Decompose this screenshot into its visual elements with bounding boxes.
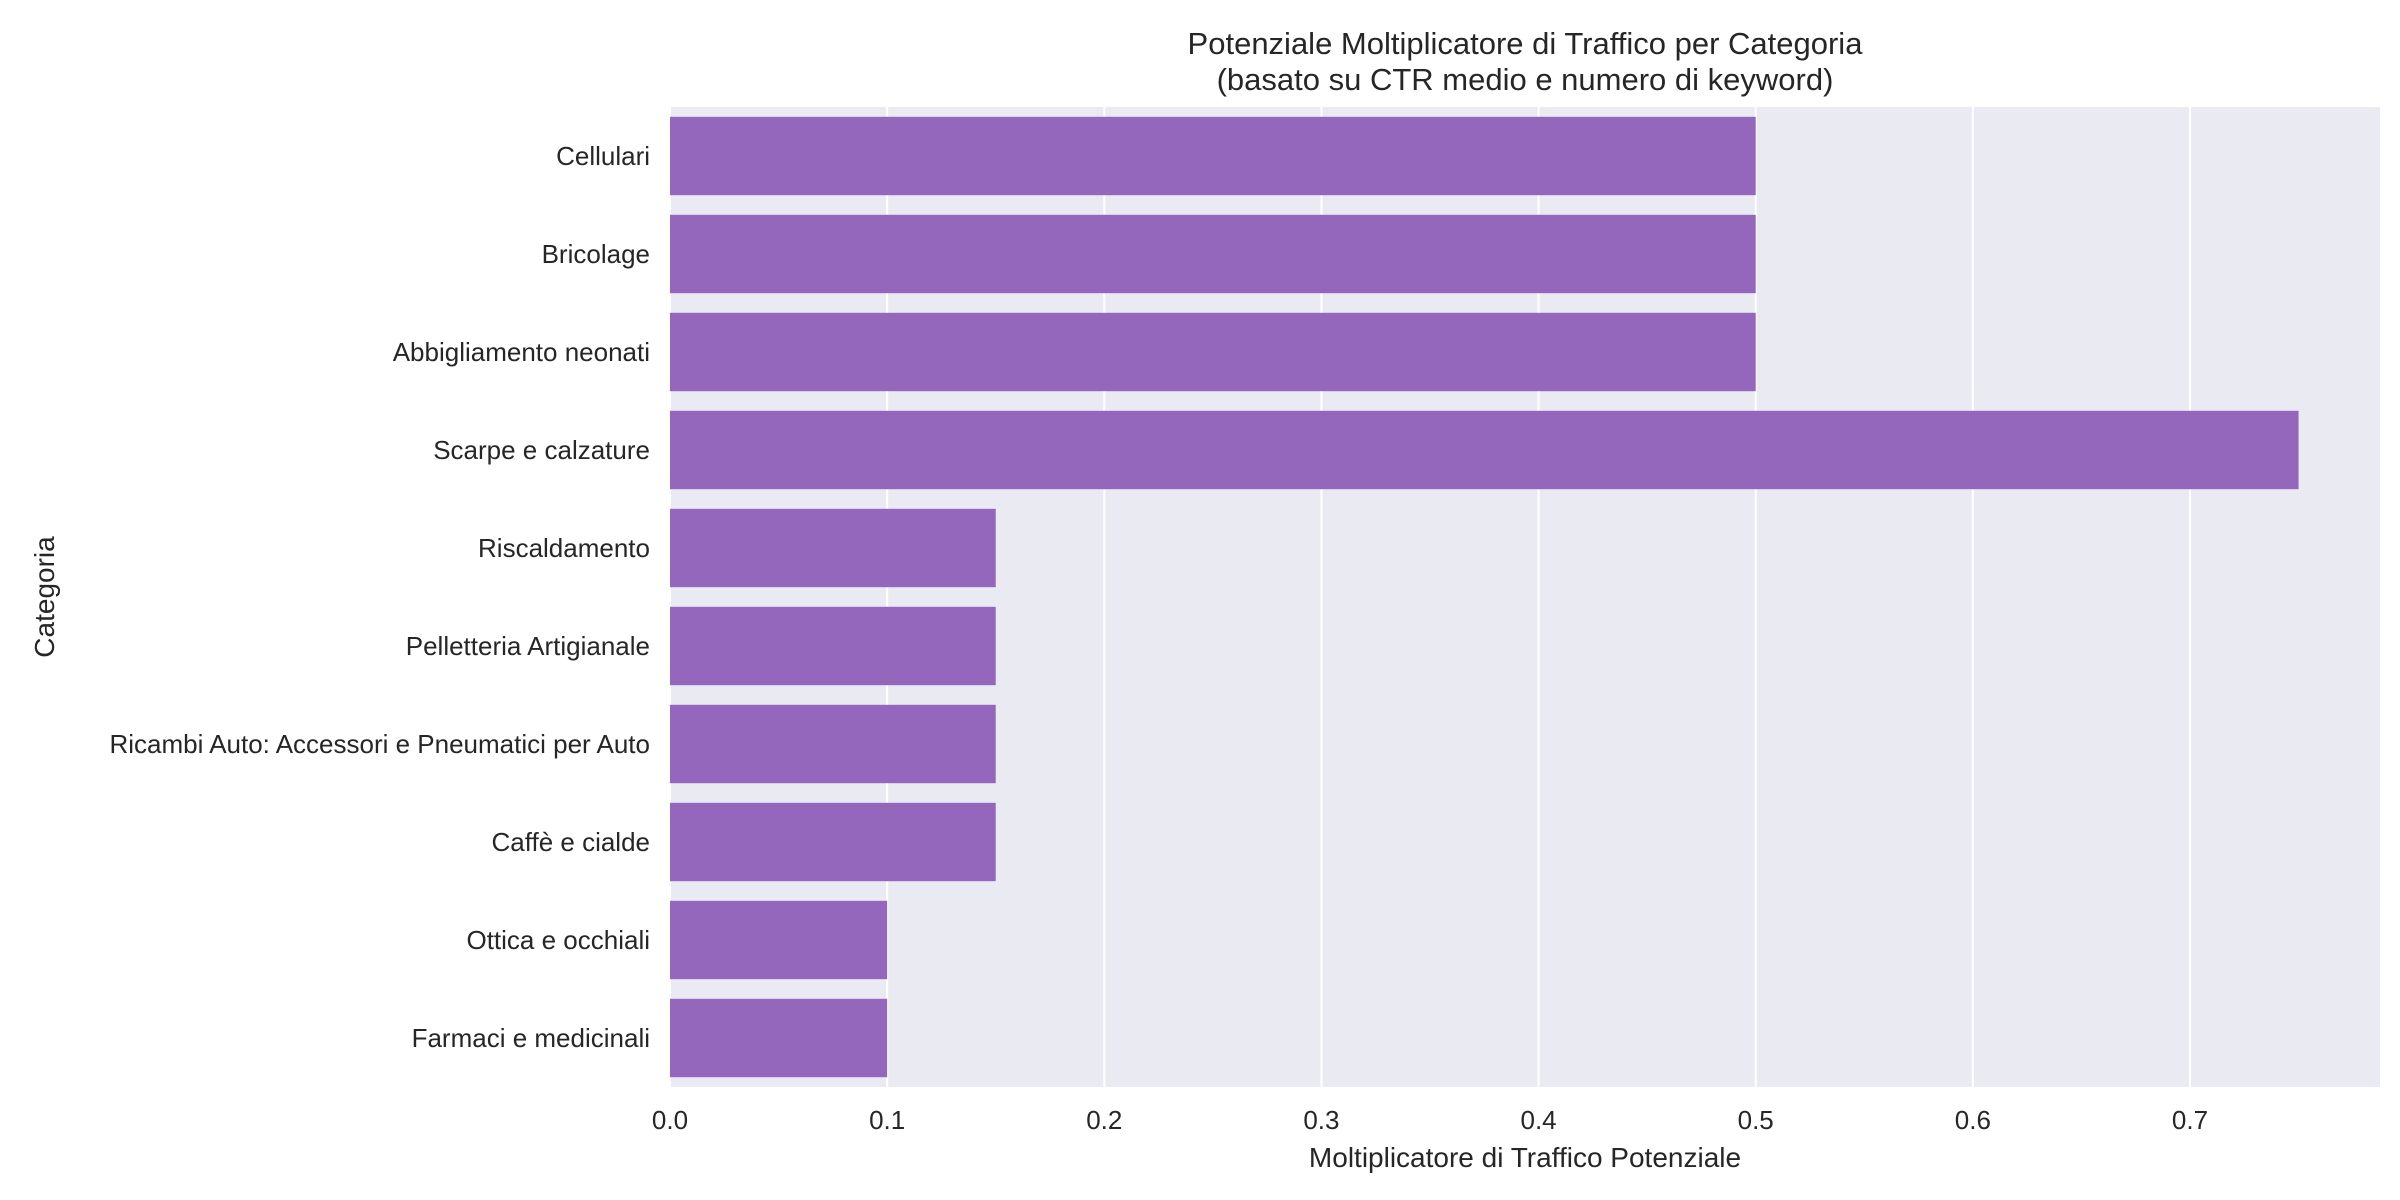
x-tick-label: 0.6	[1955, 1105, 1991, 1135]
bar	[670, 606, 996, 686]
y-tick-label: Caffè e cialde	[491, 827, 650, 857]
bar	[670, 116, 1756, 196]
x-tick-label: 0.0	[652, 1105, 688, 1135]
x-tick-label: 0.4	[1520, 1105, 1556, 1135]
bar	[670, 312, 1756, 392]
y-tick-label: Ottica e occhiali	[466, 925, 650, 955]
x-axis-label: Moltiplicatore di Traffico Potenziale	[1309, 1142, 1741, 1173]
y-tick-labels: Cellulari Bricolage Abbigliamento neonati S…	[110, 141, 651, 1053]
bar	[670, 802, 996, 882]
bar	[670, 214, 1756, 294]
y-tick-label: Cellulari	[556, 141, 650, 171]
bar	[670, 704, 996, 784]
chart-subtitle: (basato su CTR medio e numero di keyword…	[1217, 62, 1834, 97]
bar	[670, 410, 2299, 490]
x-tick-label: 0.7	[2172, 1105, 2208, 1135]
chart-title: Potenziale Moltiplicatore di Traffico pe…	[1188, 26, 1864, 61]
y-tick-label: Pelletteria Artigianale	[406, 631, 650, 661]
bars	[670, 116, 2299, 1078]
y-tick-label: Ricambi Auto: Accessori e Pneumatici per…	[110, 729, 651, 759]
x-tick-label: 0.5	[1738, 1105, 1774, 1135]
x-tick-label: 0.1	[869, 1105, 905, 1135]
bar	[670, 900, 888, 980]
y-tick-label: Farmaci e medicinali	[412, 1023, 650, 1053]
bar	[670, 998, 888, 1078]
y-tick-label: Abbigliamento neonati	[393, 337, 650, 367]
x-tick-labels: 0.0 0.1 0.2 0.3 0.4 0.5 0.6 0.7	[652, 1105, 2208, 1135]
y-tick-label: Riscaldamento	[478, 533, 650, 563]
y-tick-label: Bricolage	[542, 239, 650, 269]
x-tick-label: 0.2	[1086, 1105, 1122, 1135]
bar	[670, 508, 996, 588]
y-tick-label: Scarpe e calzature	[433, 435, 650, 465]
x-tick-label: 0.3	[1303, 1105, 1339, 1135]
y-axis-label: Categoria	[29, 536, 60, 658]
